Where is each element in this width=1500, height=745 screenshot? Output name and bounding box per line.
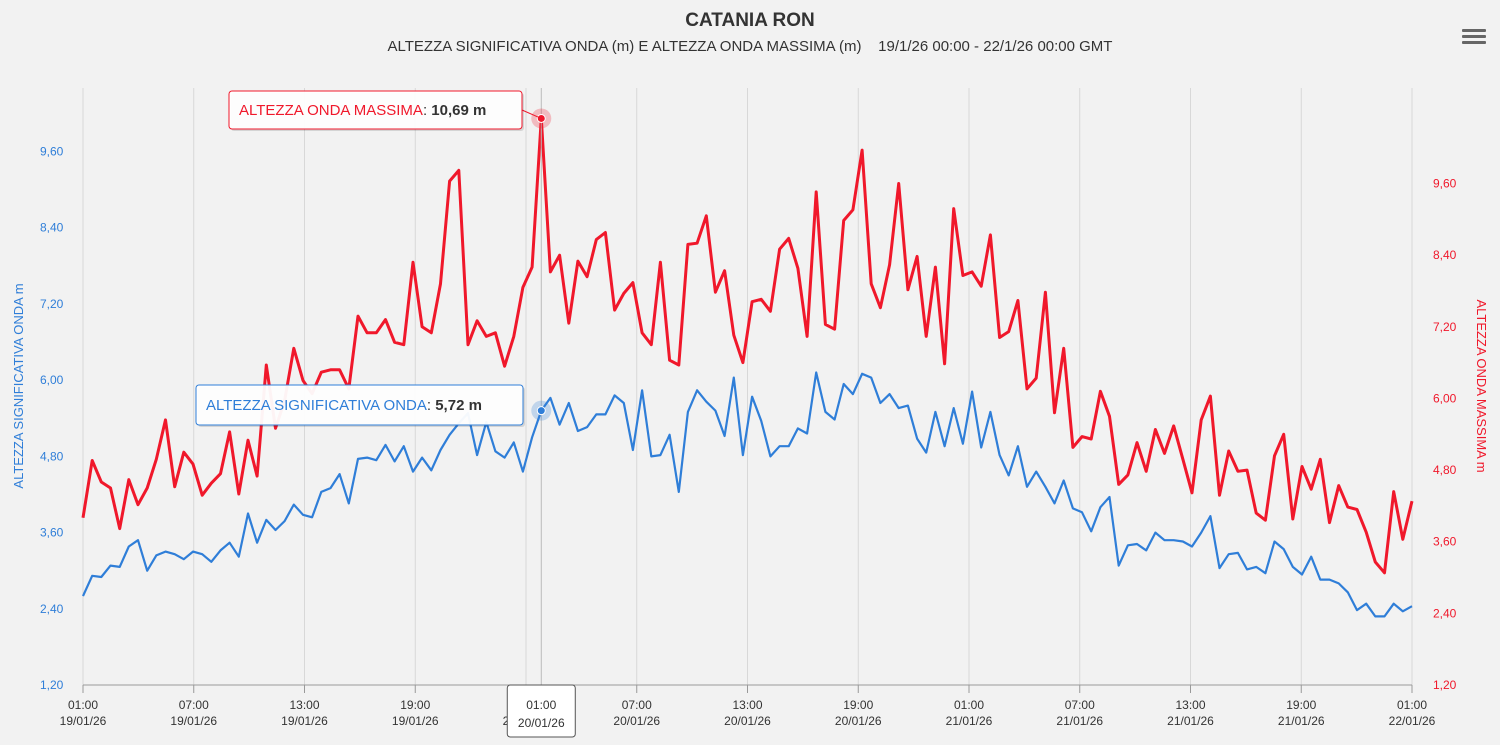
- x-tick-label: 19:00: [843, 698, 873, 712]
- crosshair-label-box: [506, 684, 576, 738]
- y-left-axis-title: ALTEZZA SIGNIFICATIVA ONDA m: [11, 283, 26, 488]
- x-tick-label: 19:00: [1286, 698, 1316, 712]
- crosshair-date: 20/01/26: [518, 716, 565, 730]
- x-tick-label: 19:00: [400, 698, 430, 712]
- x-tick-label: 19/01/26: [392, 714, 439, 728]
- x-tick-label: 07:00: [179, 698, 209, 712]
- crosshair-time: 01:00: [526, 698, 556, 712]
- y-left-tick-label: 2,40: [40, 602, 64, 616]
- y-right-axis-title: ALTEZZA ONDA MASSIMA m: [1474, 299, 1489, 472]
- series-line-altezza-significativa-onda: [81, 371, 1413, 618]
- x-tick-label: 13:00: [289, 698, 319, 712]
- tooltip-text: ALTEZZA ONDA MASSIMA: 10,69 m: [239, 102, 486, 119]
- tooltip-massima: ALTEZZA ONDA MASSIMA: 10,69 m: [228, 90, 524, 131]
- x-tick-label: 01:00: [68, 698, 98, 712]
- x-tick-label: 13:00: [732, 698, 762, 712]
- tooltip-significativa: ALTEZZA SIGNIFICATIVA ONDA: 5,72 m: [195, 384, 525, 427]
- y-right-tick-label: 7,20: [1433, 320, 1457, 334]
- tooltip-text: ALTEZZA SIGNIFICATIVA ONDA: 5,72 m: [206, 397, 482, 414]
- y-left-tick-label: 6,00: [40, 373, 64, 387]
- x-tick-label: 01:00: [1397, 698, 1427, 712]
- tooltip-box: [228, 90, 523, 130]
- x-tick-label: 21/01/26: [946, 714, 993, 728]
- y-left-tick-label: 3,60: [40, 526, 64, 540]
- x-tick-label: 21/01/26: [1056, 714, 1103, 728]
- x-tick-label: 20/01/26: [613, 714, 660, 728]
- chart-title: CATANIA RON: [685, 10, 815, 31]
- series: [81, 116, 1414, 618]
- x-tick-label: 07:00: [622, 698, 652, 712]
- tooltips: ALTEZZA ONDA MASSIMA: 10,69 m ALTEZZA SIG…: [195, 88, 576, 738]
- y-left-tick-label: 4,80: [40, 449, 64, 463]
- x-tick-label: 20/01/26: [835, 714, 882, 728]
- y-left-tick-label: 9,60: [40, 145, 64, 159]
- y-right-tick-label: 6,00: [1433, 391, 1457, 405]
- x-tick-label: 21/01/26: [1167, 714, 1214, 728]
- x-tick-label: 19/01/26: [281, 714, 328, 728]
- x-tick-label: 07:00: [1065, 698, 1095, 712]
- axes: 01:00 19/01/26 07:00 19/01/26 13:00 19/01/26 1…: [11, 145, 1489, 728]
- x-tick-label: 19/01/26: [170, 714, 217, 728]
- chart-subtitle: ALTEZZA SIGNIFICATIVA ONDA (m) E ALTEZZA…: [387, 38, 1113, 55]
- y-right-tick-label: 3,60: [1433, 535, 1457, 549]
- hamburger-menu-icon[interactable]: [1462, 26, 1486, 48]
- x-tick-label: 13:00: [1175, 698, 1205, 712]
- y-right-tick-label: 9,60: [1433, 177, 1457, 191]
- y-right-tick-label: 8,40: [1433, 248, 1457, 262]
- x-tick-label: 19/01/26: [60, 714, 107, 728]
- x-tick-label: 20/01/26: [724, 714, 771, 728]
- y-right-tick-label: 2,40: [1433, 606, 1457, 620]
- tooltip-box: [195, 384, 524, 426]
- y-left-tick-label: 7,20: [40, 297, 64, 311]
- x-tick-label: 22/01/26: [1389, 714, 1436, 728]
- crosshair-x-label: 01:00 20/01/26: [506, 684, 576, 738]
- grid: [82, 88, 1413, 685]
- tooltip-connector-massima: [521, 109, 542, 119]
- y-right-tick-label: 1,20: [1433, 678, 1457, 692]
- y-left-tick-label: 1,20: [40, 678, 64, 692]
- y-left-tick-label: 8,40: [40, 221, 64, 235]
- x-tick-label: 01:00: [954, 698, 984, 712]
- y-right-tick-label: 4,80: [1433, 463, 1457, 477]
- series-line-altezza-onda-massima: [81, 116, 1414, 575]
- x-tick-label: 21/01/26: [1278, 714, 1325, 728]
- hover-marker-significativa: [536, 406, 546, 416]
